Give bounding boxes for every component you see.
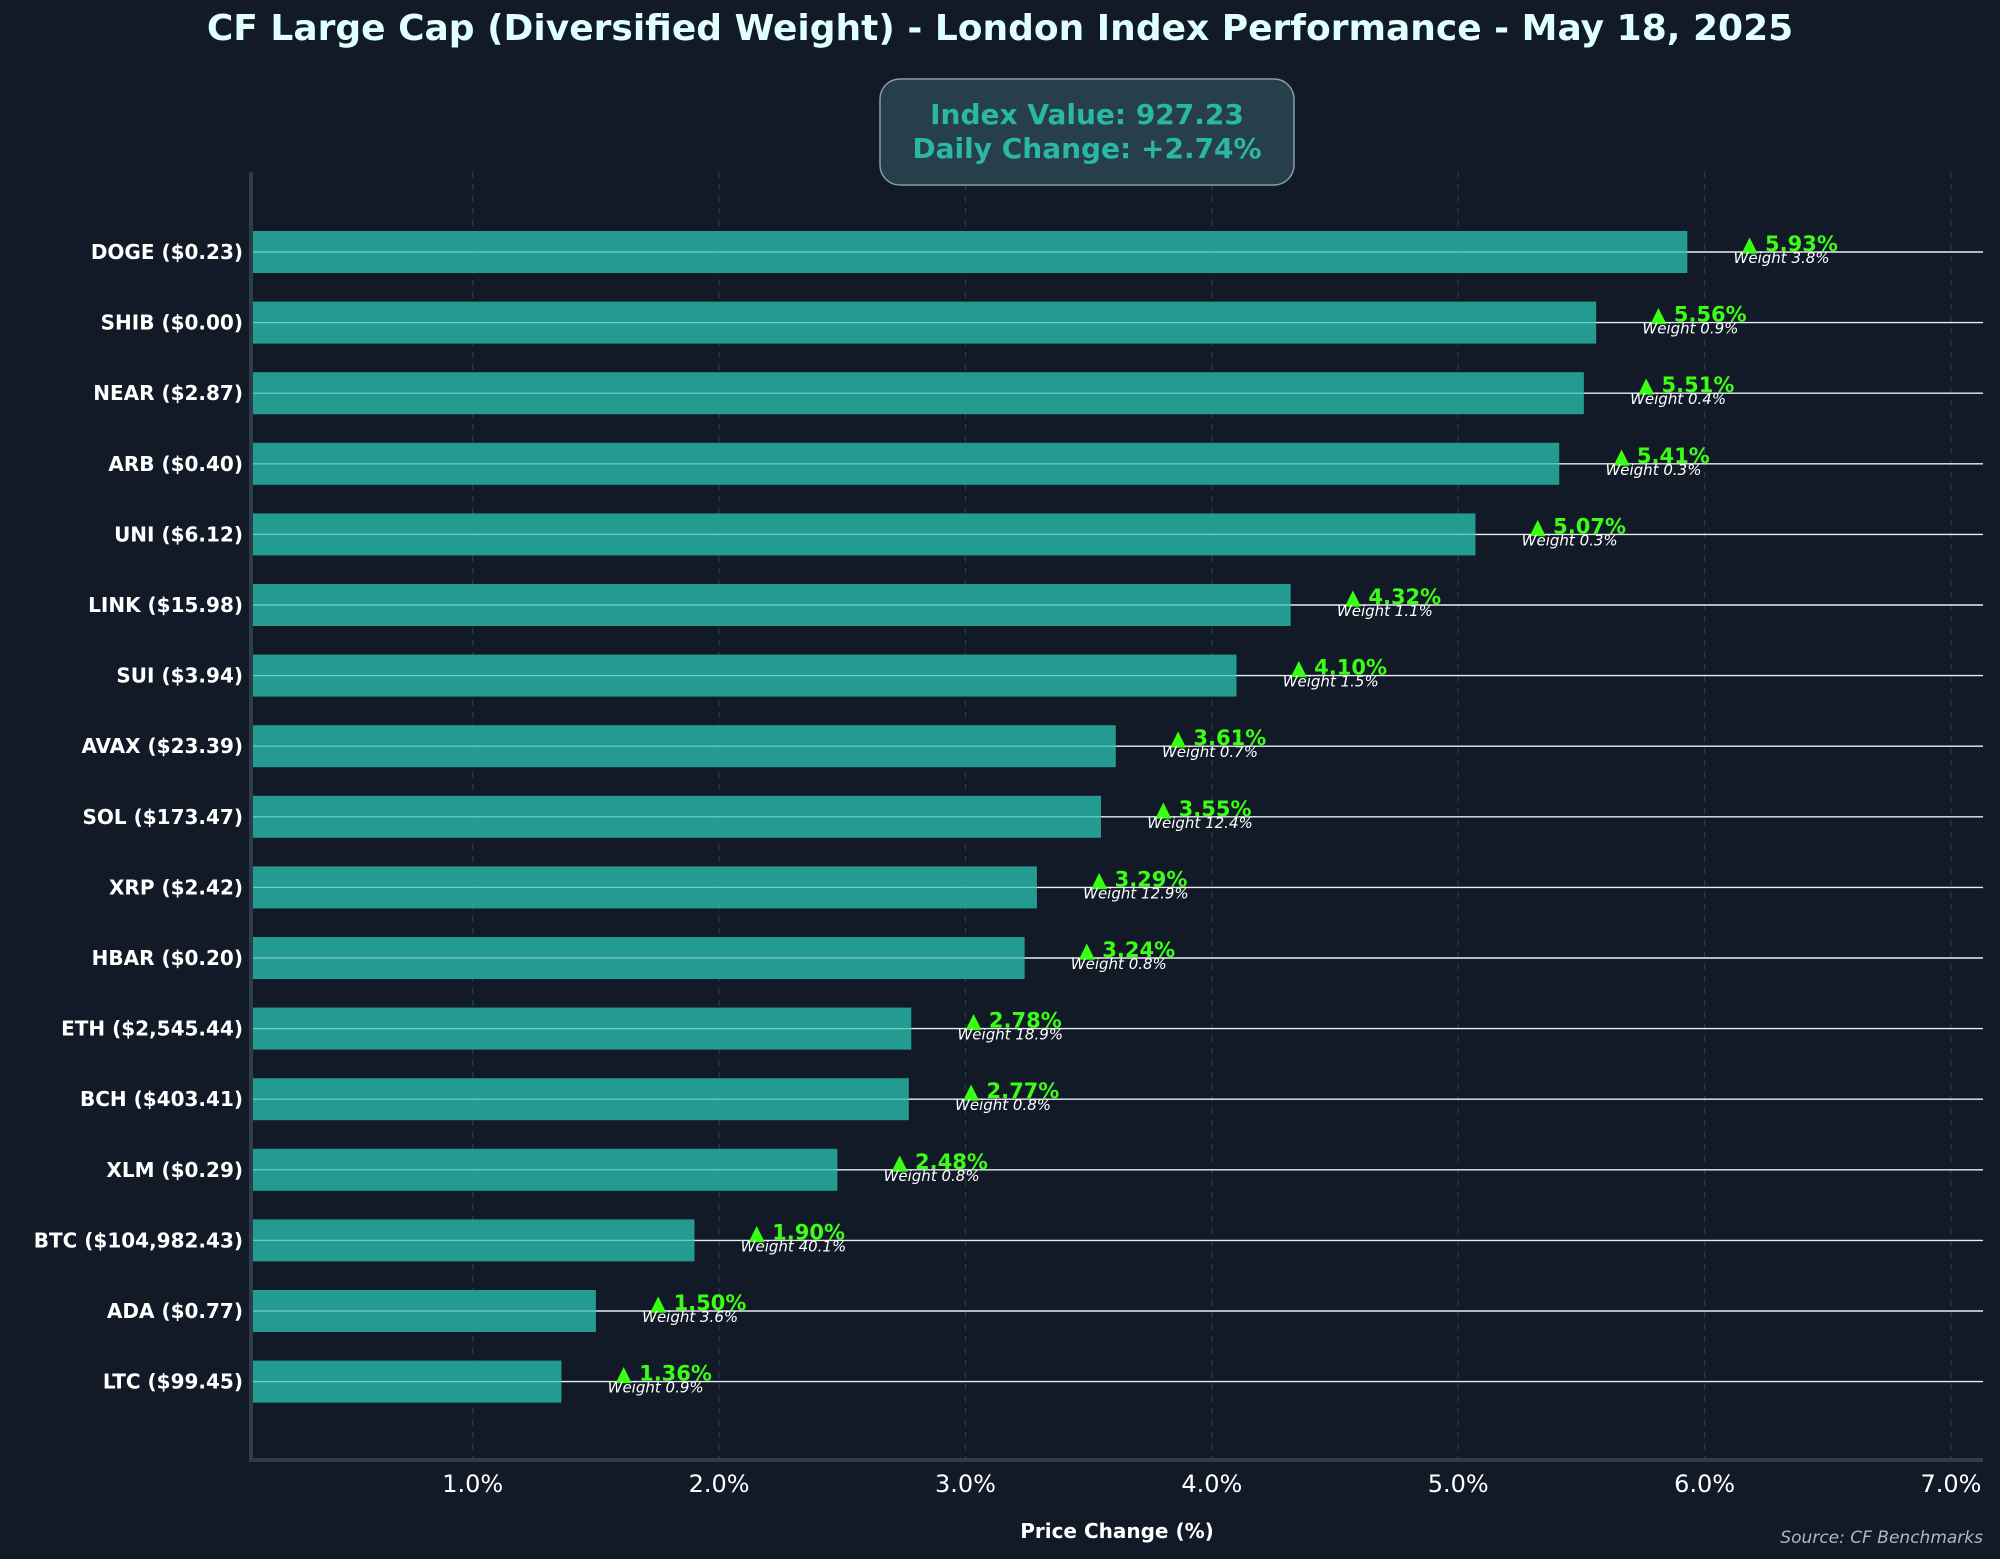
labels: 1.0% 2.0% 3.0% 4.0% 5.0% 6.0% 7.0% DOGE ($0.23)…	[34, 232, 1982, 1498]
chart-title: CF Large Cap (Diversified Weight) - Lond…	[207, 8, 1793, 49]
value-label: ▲ 5.56%	[1650, 303, 1746, 327]
value-label: ▲ 3.61%	[1170, 726, 1266, 750]
bars	[251, 231, 1688, 1403]
weight-label: Weight 0.8%	[955, 1096, 1051, 1114]
x-tick-label: 6.0%	[1674, 1470, 1735, 1498]
value-label: ▲ 3.24%	[1079, 938, 1175, 962]
value-label: ▲ 2.78%	[965, 1009, 1061, 1033]
value-label: ▲ 1.90%	[749, 1220, 845, 1244]
weight-label: Weight 0.4%	[1630, 390, 1726, 408]
category-label: ADA ($0.77)	[107, 1299, 243, 1323]
category-label: NEAR ($2.87)	[93, 381, 243, 405]
x-tick-label: 5.0%	[1428, 1470, 1489, 1498]
value-label: ▲ 5.41%	[1613, 444, 1709, 468]
weight-label: Weight 40.1%	[741, 1237, 847, 1255]
category-label: SHIB ($0.00)	[101, 311, 243, 335]
daily-change-text: Daily Change: +2.74%	[912, 132, 1261, 165]
category-label: SUI ($3.94)	[116, 664, 243, 688]
value-label: ▲ 4.10%	[1291, 656, 1387, 680]
weight-label: Weight 1.5%	[1283, 673, 1379, 691]
value-label: ▲ 5.93%	[1742, 232, 1838, 256]
category-label: HBAR ($0.20)	[92, 946, 243, 970]
category-label: UNI ($6.12)	[114, 522, 243, 546]
value-label: ▲ 2.77%	[963, 1079, 1059, 1103]
value-label: ▲ 3.29%	[1091, 867, 1187, 891]
weight-label: Weight 0.9%	[1642, 320, 1738, 338]
x-tick-label: 1.0%	[442, 1470, 503, 1498]
weight-label: Weight 0.3%	[1605, 461, 1701, 479]
weight-label: Weight 12.4%	[1147, 814, 1253, 832]
category-label: ARB ($0.40)	[108, 452, 243, 476]
info-box-frame	[879, 78, 1295, 186]
value-label: ▲ 1.36%	[616, 1362, 712, 1386]
value-label: ▲ 5.51%	[1638, 373, 1734, 397]
category-label: BCH ($403.41)	[80, 1087, 243, 1111]
weight-label: Weight 0.7%	[1162, 743, 1258, 761]
category-label: DOGE ($0.23)	[91, 240, 243, 264]
category-label: XRP ($2.42)	[109, 875, 243, 899]
value-label: ▲ 4.32%	[1345, 585, 1441, 609]
category-label: ETH ($2,545.44)	[61, 1017, 243, 1041]
category-label: BTC ($104,982.43)	[34, 1228, 243, 1252]
value-label: ▲ 3.55%	[1155, 797, 1251, 821]
value-label: ▲ 1.50%	[650, 1291, 746, 1315]
category-label: AVAX ($23.39)	[81, 734, 243, 758]
weight-label: Weight 0.8%	[884, 1167, 980, 1185]
weight-label: Weight 0.9%	[608, 1379, 704, 1397]
axis-spines	[249, 172, 1983, 1462]
weight-label: Weight 12.9%	[1083, 884, 1189, 902]
index-value-text: Index Value: 927.23	[930, 98, 1244, 131]
x-axis-label: Price Change (%)	[1020, 1519, 1214, 1543]
source-note: Source: CF Benchmarks	[1780, 1528, 1983, 1548]
category-label: LINK ($15.98)	[88, 593, 243, 617]
x-tick-label: 3.0%	[935, 1470, 996, 1498]
x-tick-label: 4.0%	[1181, 1470, 1242, 1498]
value-label: ▲ 2.48%	[892, 1150, 988, 1174]
weight-label: Weight 3.6%	[642, 1308, 738, 1326]
x-tick-label: 2.0%	[689, 1470, 750, 1498]
category-label: XLM ($0.29)	[106, 1158, 243, 1182]
weight-label: Weight 0.8%	[1071, 955, 1167, 973]
info-box: Index Value: 927.23 Daily Change: +2.74%	[879, 78, 1295, 186]
weight-label: Weight 1.1%	[1337, 602, 1433, 620]
weight-label: Weight 0.3%	[1522, 531, 1618, 549]
category-label: SOL ($173.47)	[83, 805, 244, 829]
value-label: ▲ 5.07%	[1530, 514, 1626, 538]
weight-label: Weight 3.8%	[1734, 249, 1830, 267]
category-label: LTC ($99.45)	[103, 1370, 243, 1394]
weight-label: Weight 18.9%	[957, 1026, 1063, 1044]
x-tick-label: 7.0%	[1920, 1470, 1981, 1498]
